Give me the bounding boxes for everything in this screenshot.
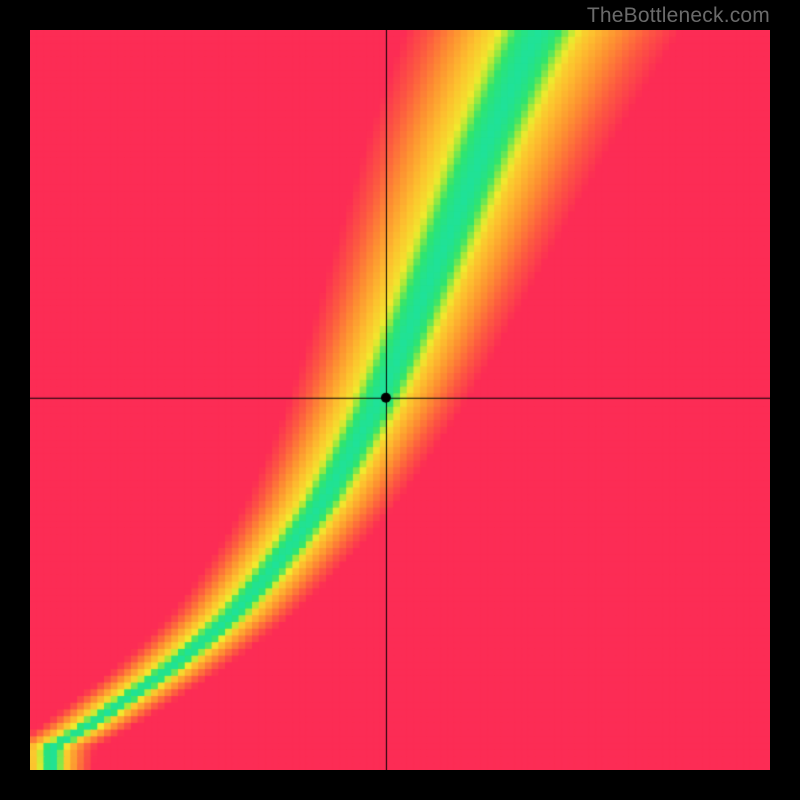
bottleneck-heatmap [30, 30, 770, 770]
watermark-text: TheBottleneck.com [587, 4, 770, 28]
heatmap-canvas [30, 30, 770, 770]
